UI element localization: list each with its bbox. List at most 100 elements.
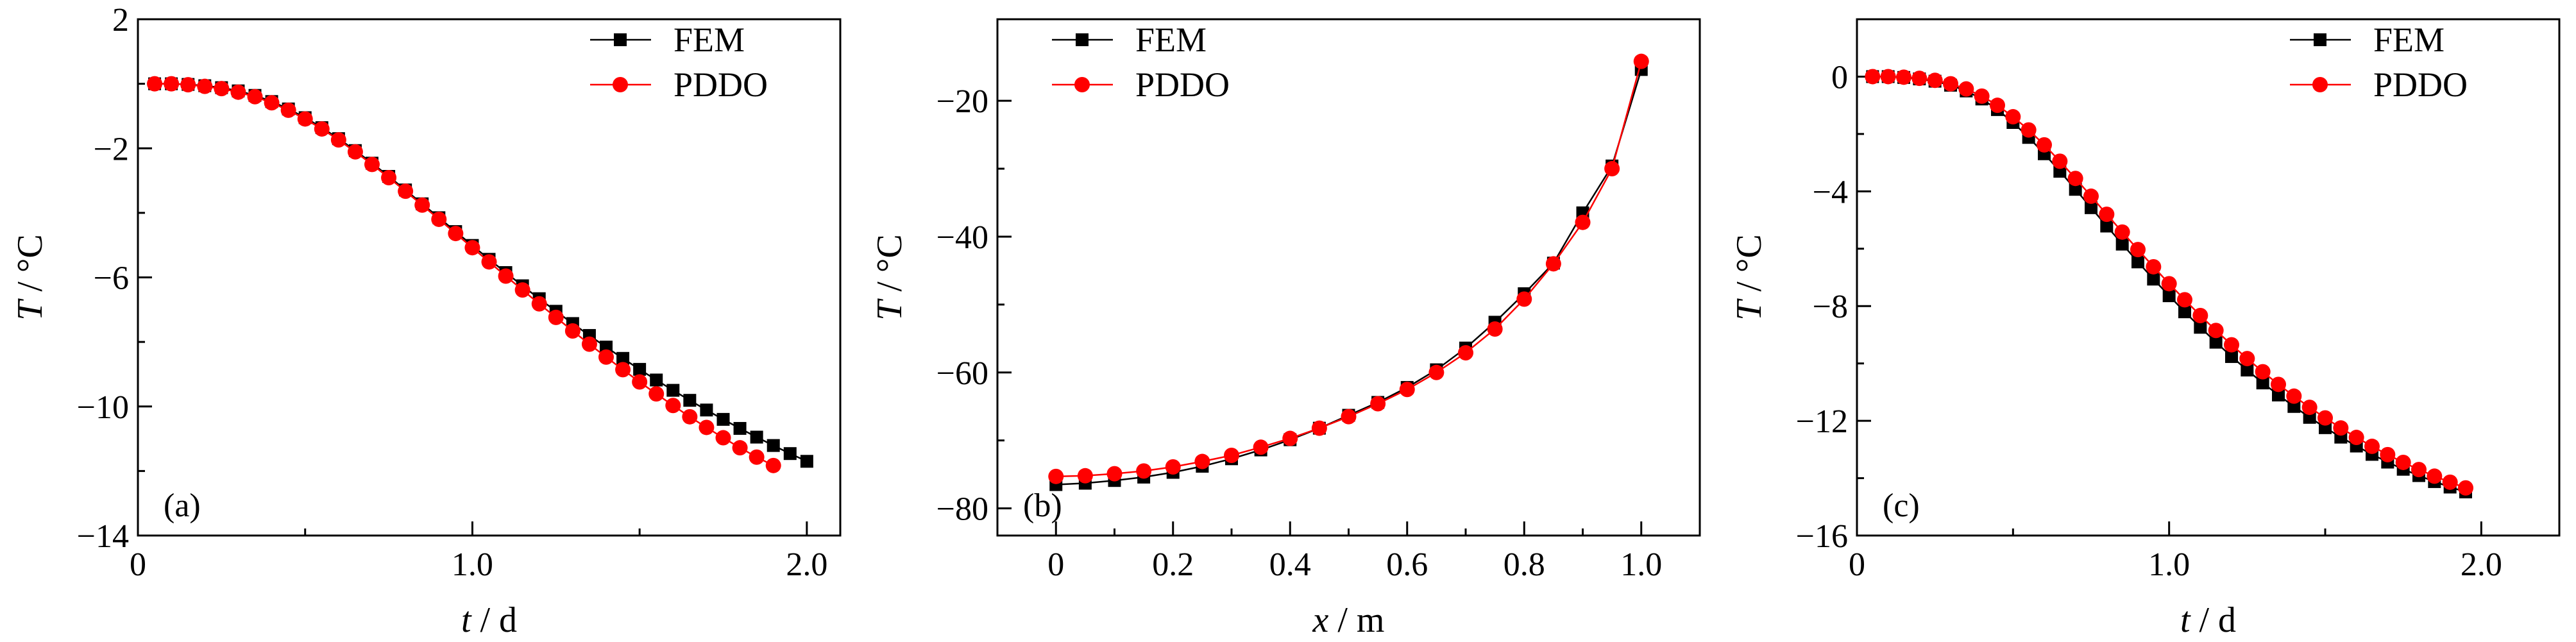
- data-point-pddo: [1370, 396, 1386, 412]
- data-point-pddo: [1990, 97, 2005, 114]
- data-point-pddo: [1224, 448, 1239, 464]
- data-point-pddo: [2083, 188, 2099, 204]
- data-point-pddo: [682, 409, 698, 425]
- data-point-pddo: [615, 362, 631, 378]
- data-point-pddo: [548, 309, 564, 325]
- data-point-pddo: [1282, 430, 1298, 446]
- data-point-pddo: [564, 323, 580, 339]
- data-point-pddo: [2271, 376, 2286, 393]
- data-point-pddo: [431, 211, 447, 227]
- data-point-fem: [733, 421, 747, 435]
- data-point-pddo: [2130, 242, 2146, 258]
- data-point-fem: [616, 351, 630, 365]
- data-point-pddo: [1545, 256, 1561, 272]
- data-point-fem: [666, 384, 680, 397]
- chart-panel-c: 0 1.0 2.0 0 −4 −8 −12 −16 FEM PDDO (c) t / d T …: [1729, 18, 2561, 640]
- y-tick-label: −20: [936, 83, 988, 120]
- data-point-fem: [2085, 201, 2097, 214]
- data-point-pddo: [2301, 400, 2318, 416]
- data-point-pddo: [2255, 364, 2271, 380]
- data-point-pddo: [665, 398, 681, 414]
- data-point-fem: [783, 447, 797, 460]
- data-point-fem: [2115, 237, 2129, 251]
- x-tick-label: 0: [1047, 546, 1064, 583]
- y-axis-unit: / °C: [1729, 234, 1769, 300]
- x-tick-label: 0: [1849, 546, 1865, 583]
- y-axis-variable: T: [1729, 298, 1769, 321]
- data-point-pddo: [1048, 468, 1064, 484]
- data-point-pddo: [1077, 468, 1093, 484]
- legend-fem-label: FEM: [1135, 21, 1207, 59]
- data-point-pddo: [2239, 351, 2255, 367]
- legend-marker-shape: [1074, 77, 1090, 92]
- y-axis-label: T / °C: [10, 234, 50, 320]
- legend-pddo-marker: [1074, 77, 1090, 92]
- axis-ticks: 0 0.2 0.4 0.6 0.8 1.0 −20 −40 −60 −80: [936, 83, 1663, 583]
- data-point-pddo: [2067, 171, 2083, 187]
- data-point-pddo: [264, 95, 280, 111]
- legend-fem-label: FEM: [674, 21, 745, 59]
- data-point-pddo: [1106, 466, 1123, 482]
- data-point-fem: [683, 394, 697, 407]
- data-point-pddo: [2348, 430, 2364, 446]
- data-point-fem: [2256, 376, 2269, 390]
- data-point-fem: [650, 373, 663, 387]
- series-layer: [1048, 53, 1649, 491]
- y-axis-label: T / °C: [1729, 234, 1769, 320]
- x-axis-label: t / d: [2180, 600, 2236, 640]
- data-point-pddo: [1896, 69, 1911, 85]
- chart-panel-b: 0 0.2 0.4 0.6 0.8 1.0 −20 −40 −60 −80 FEM PDDO (b…: [870, 18, 1701, 640]
- x-tick-label: 0.2: [1152, 546, 1194, 583]
- data-point-pddo: [247, 89, 263, 105]
- data-point-pddo: [330, 132, 346, 148]
- series-layer: [147, 76, 813, 473]
- x-tick-label: 0.6: [1386, 546, 1428, 583]
- x-axis-unit: / m: [1328, 600, 1384, 640]
- legend-marker-shape: [1076, 33, 1089, 46]
- x-tick-label: 1.0: [1620, 546, 1662, 583]
- data-point-pddo: [147, 76, 163, 92]
- y-tick-label: −80: [936, 491, 988, 528]
- chart-panel-a: 0 1.0 2.0 2 −2 −6 −10 −14 FEM PDDO (a) t / d T …: [10, 2, 842, 640]
- y-axis-unit: / °C: [10, 234, 50, 300]
- legend-pddo-marker: [2312, 77, 2328, 92]
- data-point-pddo: [464, 240, 480, 256]
- data-point-fem: [2194, 321, 2207, 334]
- data-point-pddo: [1865, 69, 1881, 85]
- data-point-pddo: [1943, 76, 1958, 92]
- legend-pddo-marker: [613, 77, 628, 92]
- data-point-pddo: [732, 440, 748, 456]
- data-point-pddo: [2177, 292, 2192, 308]
- data-point-fem: [800, 455, 813, 468]
- y-tick-label: −16: [1796, 518, 1848, 555]
- legend: FEM PDDO: [2290, 21, 2468, 104]
- data-point-pddo: [531, 296, 547, 312]
- data-point-pddo: [2411, 462, 2427, 478]
- data-point-pddo: [2161, 276, 2177, 292]
- x-axis-variable: t: [2180, 600, 2191, 640]
- panel-label: (c): [1883, 487, 1920, 524]
- data-point-pddo: [2333, 420, 2349, 436]
- legend-marker-shape: [614, 33, 627, 46]
- y-axis-label: T / °C: [870, 234, 910, 320]
- data-point-pddo: [1253, 439, 1269, 455]
- legend-marker-shape: [2312, 77, 2328, 92]
- data-point-pddo: [1927, 72, 1943, 89]
- data-point-pddo: [581, 336, 597, 352]
- data-point-pddo: [2037, 137, 2052, 153]
- y-tick-label: −4: [1813, 174, 1848, 210]
- panel-label: (b): [1023, 487, 1062, 524]
- y-tick-label: −10: [77, 389, 129, 426]
- legend: FEM PDDO: [590, 21, 768, 104]
- data-point-pddo: [1194, 453, 1210, 469]
- data-point-pddo: [2052, 153, 2068, 169]
- data-point-pddo: [381, 170, 397, 186]
- data-point-fem: [750, 430, 763, 444]
- data-point-fem: [2131, 255, 2144, 269]
- data-point-fem: [2225, 350, 2238, 363]
- series-line-fem: [155, 83, 808, 462]
- data-point-pddo: [197, 78, 213, 94]
- data-point-pddo: [214, 81, 230, 97]
